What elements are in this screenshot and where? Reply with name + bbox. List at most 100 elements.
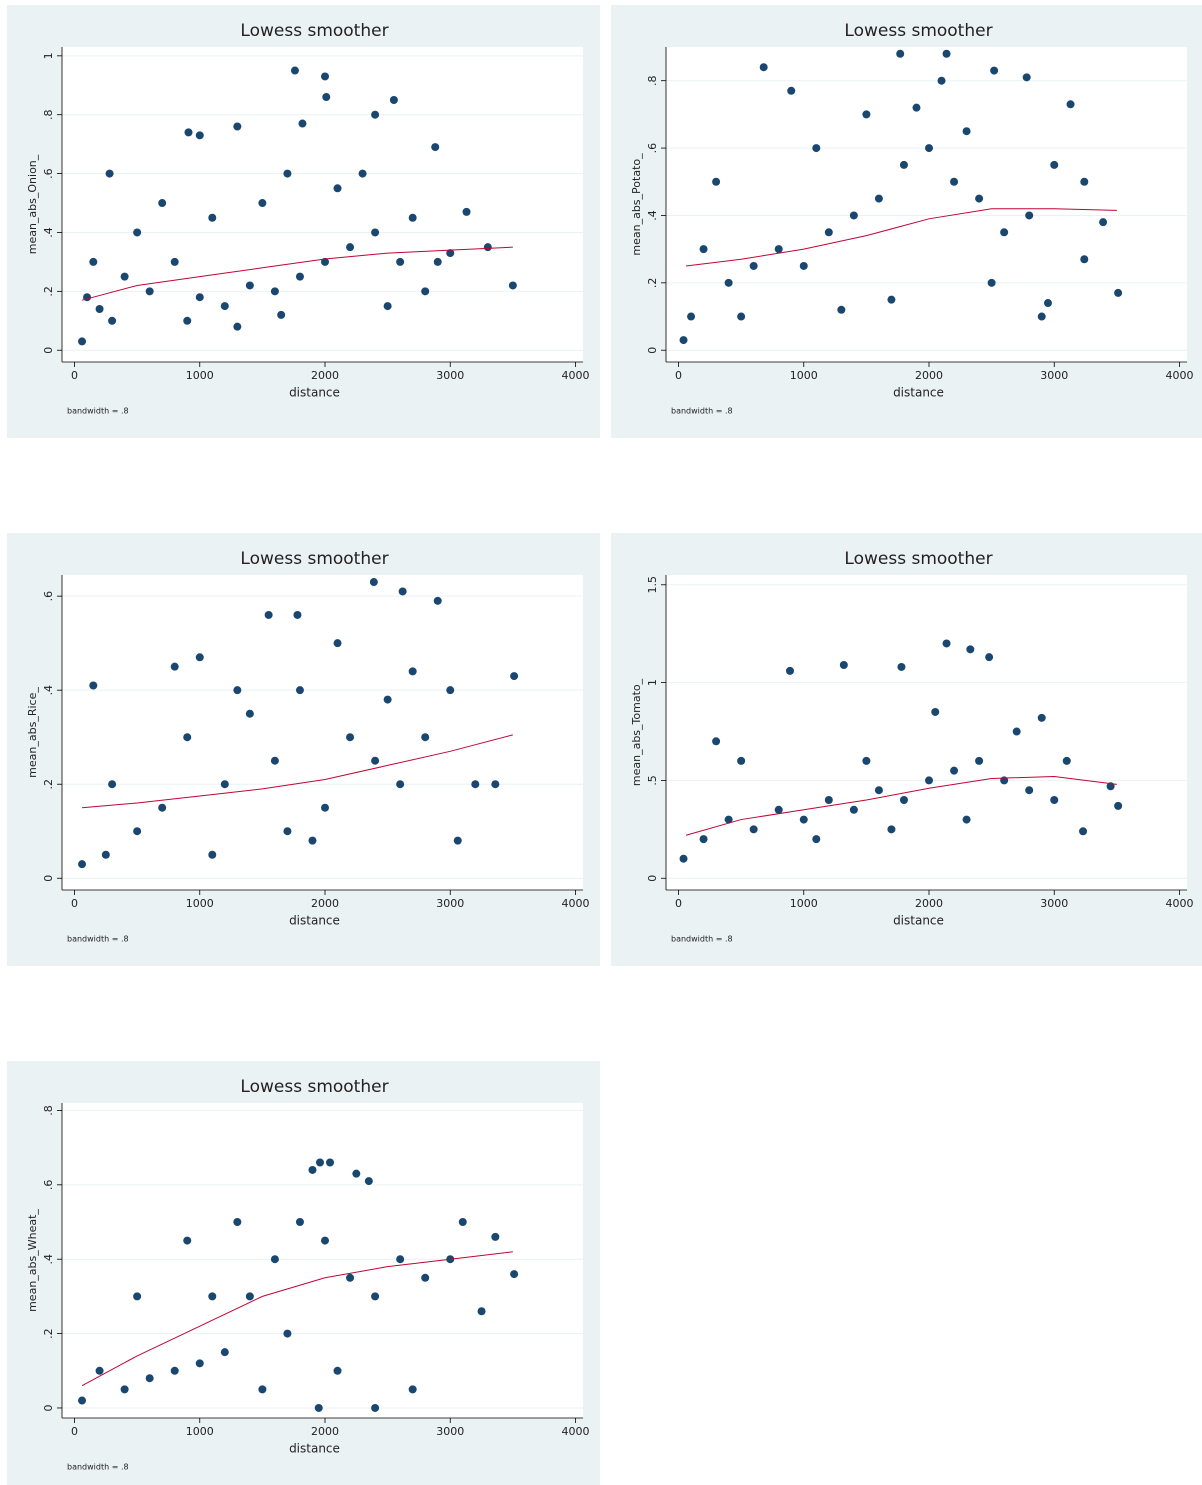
note: bandwidth = .8 — [671, 407, 733, 416]
scatter-point — [508, 281, 517, 290]
scatter-point — [396, 257, 405, 266]
plot-area — [62, 575, 583, 890]
scatter-point — [937, 76, 946, 85]
y-tick-label: .8 — [42, 1105, 55, 1116]
scatter-point — [962, 127, 971, 136]
scatter-point — [170, 662, 179, 671]
scatter-point — [108, 316, 117, 325]
x-tick-label: 2000 — [915, 897, 943, 910]
scatter-point — [233, 1218, 242, 1227]
y-tick-label: 0 — [42, 875, 55, 882]
scatter-point — [184, 128, 193, 137]
scatter-point — [308, 836, 317, 845]
scatter-point — [421, 733, 430, 742]
plot-area — [62, 1103, 583, 1418]
x-tick-label: 3000 — [436, 897, 464, 910]
y-tick-label: .6 — [646, 143, 659, 154]
scatter-point — [295, 272, 304, 281]
note: bandwidth = .8 — [67, 1463, 129, 1472]
scatter-point — [89, 681, 98, 690]
scatter-point — [491, 1232, 500, 1241]
scatter-point — [774, 805, 783, 814]
scatter-point — [759, 63, 768, 72]
scatter-point — [1037, 312, 1046, 321]
x-axis-title: distance — [289, 386, 340, 400]
y-tick-label: .2 — [42, 1328, 55, 1339]
x-tick-label: 4000 — [561, 369, 589, 382]
chart-panel: 0 .5 1 1.5 0 1000 2000 3000 4000 Lowess smoother d… — [611, 533, 1202, 966]
scatter-point — [477, 1307, 486, 1316]
scatter-point — [314, 1403, 323, 1412]
lowess-line — [81, 246, 513, 301]
plot-area — [62, 47, 583, 362]
x-tick-label: 2000 — [311, 1425, 339, 1438]
scatter-point — [912, 103, 921, 112]
scatter-point — [133, 1292, 142, 1301]
scatter-point — [1050, 160, 1059, 169]
scatter-point — [925, 776, 934, 785]
scatter-point — [724, 278, 733, 287]
y-axis-title: mean_abs_Onion_ — [26, 154, 39, 254]
scatter-point — [699, 835, 708, 844]
chart-panel: 0 .2 .4 .6 .8 0 1000 2000 3000 4000 Lowess smoothe… — [7, 1061, 600, 1485]
scatter-point — [383, 302, 392, 311]
scatter-point — [408, 1385, 417, 1394]
scatter-point — [120, 1385, 129, 1394]
scatter-point — [95, 305, 104, 314]
scatter-point — [170, 257, 179, 266]
scatter-point — [108, 780, 117, 789]
scatter-point — [1066, 100, 1075, 109]
plot-area — [666, 575, 1187, 890]
scatter-point — [315, 1158, 324, 1167]
scatter-point — [749, 261, 758, 270]
scatter-point — [812, 144, 821, 153]
y-axis-title: mean_abs_Potato_ — [630, 153, 643, 256]
scatter-point — [1022, 73, 1031, 82]
scatter-point — [158, 803, 167, 812]
scatter-point — [737, 756, 746, 765]
scatter-point — [897, 662, 906, 671]
scatter-point — [1043, 299, 1052, 308]
scatter-point — [899, 160, 908, 169]
scatter-point — [462, 207, 471, 216]
scatter-point — [183, 1236, 192, 1245]
scatter-point — [679, 854, 688, 863]
y-tick-label: .4 — [42, 1254, 55, 1265]
scatter-point — [699, 245, 708, 254]
chart-title: Lowess smoother — [240, 1077, 388, 1097]
x-tick-label: 4000 — [1165, 369, 1193, 382]
y-tick-label: .4 — [42, 227, 55, 238]
scatter-point — [245, 709, 254, 718]
scatter-point — [105, 169, 114, 178]
scatter-point — [679, 336, 688, 345]
scatter-point — [383, 695, 392, 704]
scatter-point — [962, 815, 971, 824]
y-tick-label: 1 — [646, 679, 659, 686]
scatter-point — [1012, 727, 1021, 736]
y-tick-label: .2 — [42, 286, 55, 297]
scatter-point — [446, 249, 455, 258]
scatter-point — [245, 281, 254, 290]
scatter-point — [333, 184, 342, 193]
scatter-point — [208, 1292, 217, 1301]
scatter-point — [158, 199, 167, 208]
scatter-point — [849, 805, 858, 814]
scatter-point — [1080, 177, 1089, 186]
scatter-point — [837, 305, 846, 314]
scatter-point — [396, 780, 405, 789]
scatter-point — [1025, 211, 1034, 220]
x-tick-label: 0 — [675, 897, 682, 910]
scatter-point — [799, 261, 808, 270]
scatter-point — [458, 1218, 467, 1227]
scatter-point — [298, 119, 307, 128]
scatter-point — [389, 95, 398, 104]
scatter-point — [283, 1329, 292, 1338]
scatter-point — [95, 1366, 104, 1375]
scatter-point — [258, 199, 267, 208]
scatter-point — [942, 49, 951, 58]
x-tick-label: 0 — [71, 897, 78, 910]
scatter-point — [183, 733, 192, 742]
scatter-point — [283, 827, 292, 836]
y-tick-label: .6 — [42, 168, 55, 179]
y-tick-label: .2 — [646, 278, 659, 289]
